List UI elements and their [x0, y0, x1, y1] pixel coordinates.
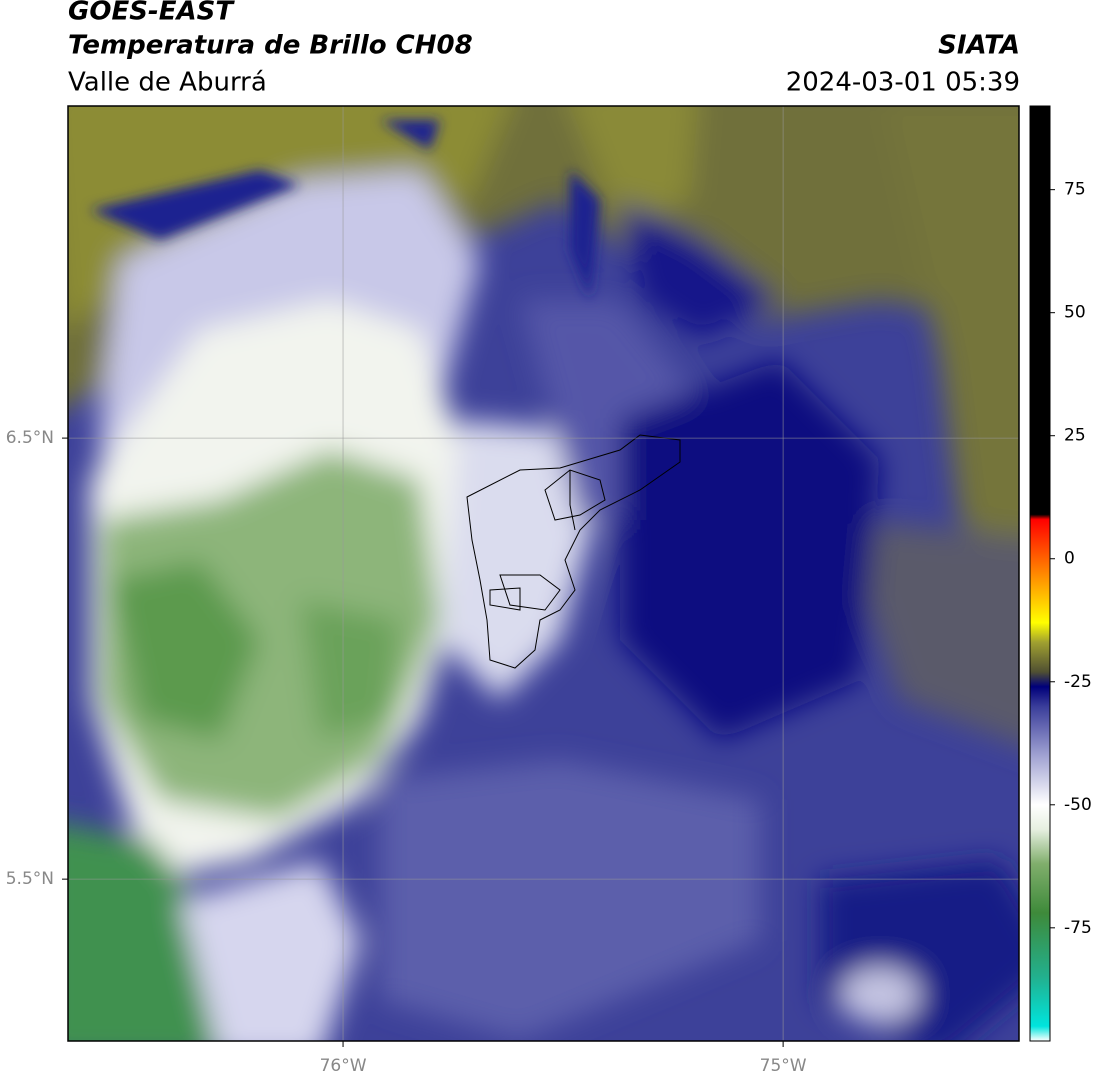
colorbar-tick-label: -75: [1064, 918, 1092, 938]
subtitle: Temperatura de Brillo CH08: [68, 31, 473, 61]
map-frame: [67, 105, 1020, 1042]
agency: SIATA: [938, 31, 1020, 61]
municipal-boundaries: [466, 434, 681, 669]
x-tick-label: 75°W: [760, 1056, 807, 1076]
y-tick-label: 5.5°N: [6, 869, 54, 889]
y-tick-label: 6.5°N: [6, 428, 54, 448]
colorbar-tick-label: 25: [1064, 426, 1086, 446]
x-tick-label: 76°W: [320, 1056, 367, 1076]
colorbar-tick-label: -25: [1064, 672, 1092, 692]
colorbar-tick-label: 50: [1064, 303, 1086, 323]
satellite-image: [68, 106, 1019, 1041]
region: Valle de Aburrá: [68, 68, 267, 98]
datetime: 2024-03-01 05:39: [786, 68, 1020, 98]
colorbar-tick-label: 75: [1064, 180, 1086, 200]
colorbar: [1029, 105, 1051, 1042]
grid: [68, 106, 1019, 1041]
colorbar-tick-label: 0: [1064, 549, 1075, 569]
title: GOES-EAST: [68, 0, 235, 27]
colorbar-tick-label: -50: [1064, 795, 1092, 815]
